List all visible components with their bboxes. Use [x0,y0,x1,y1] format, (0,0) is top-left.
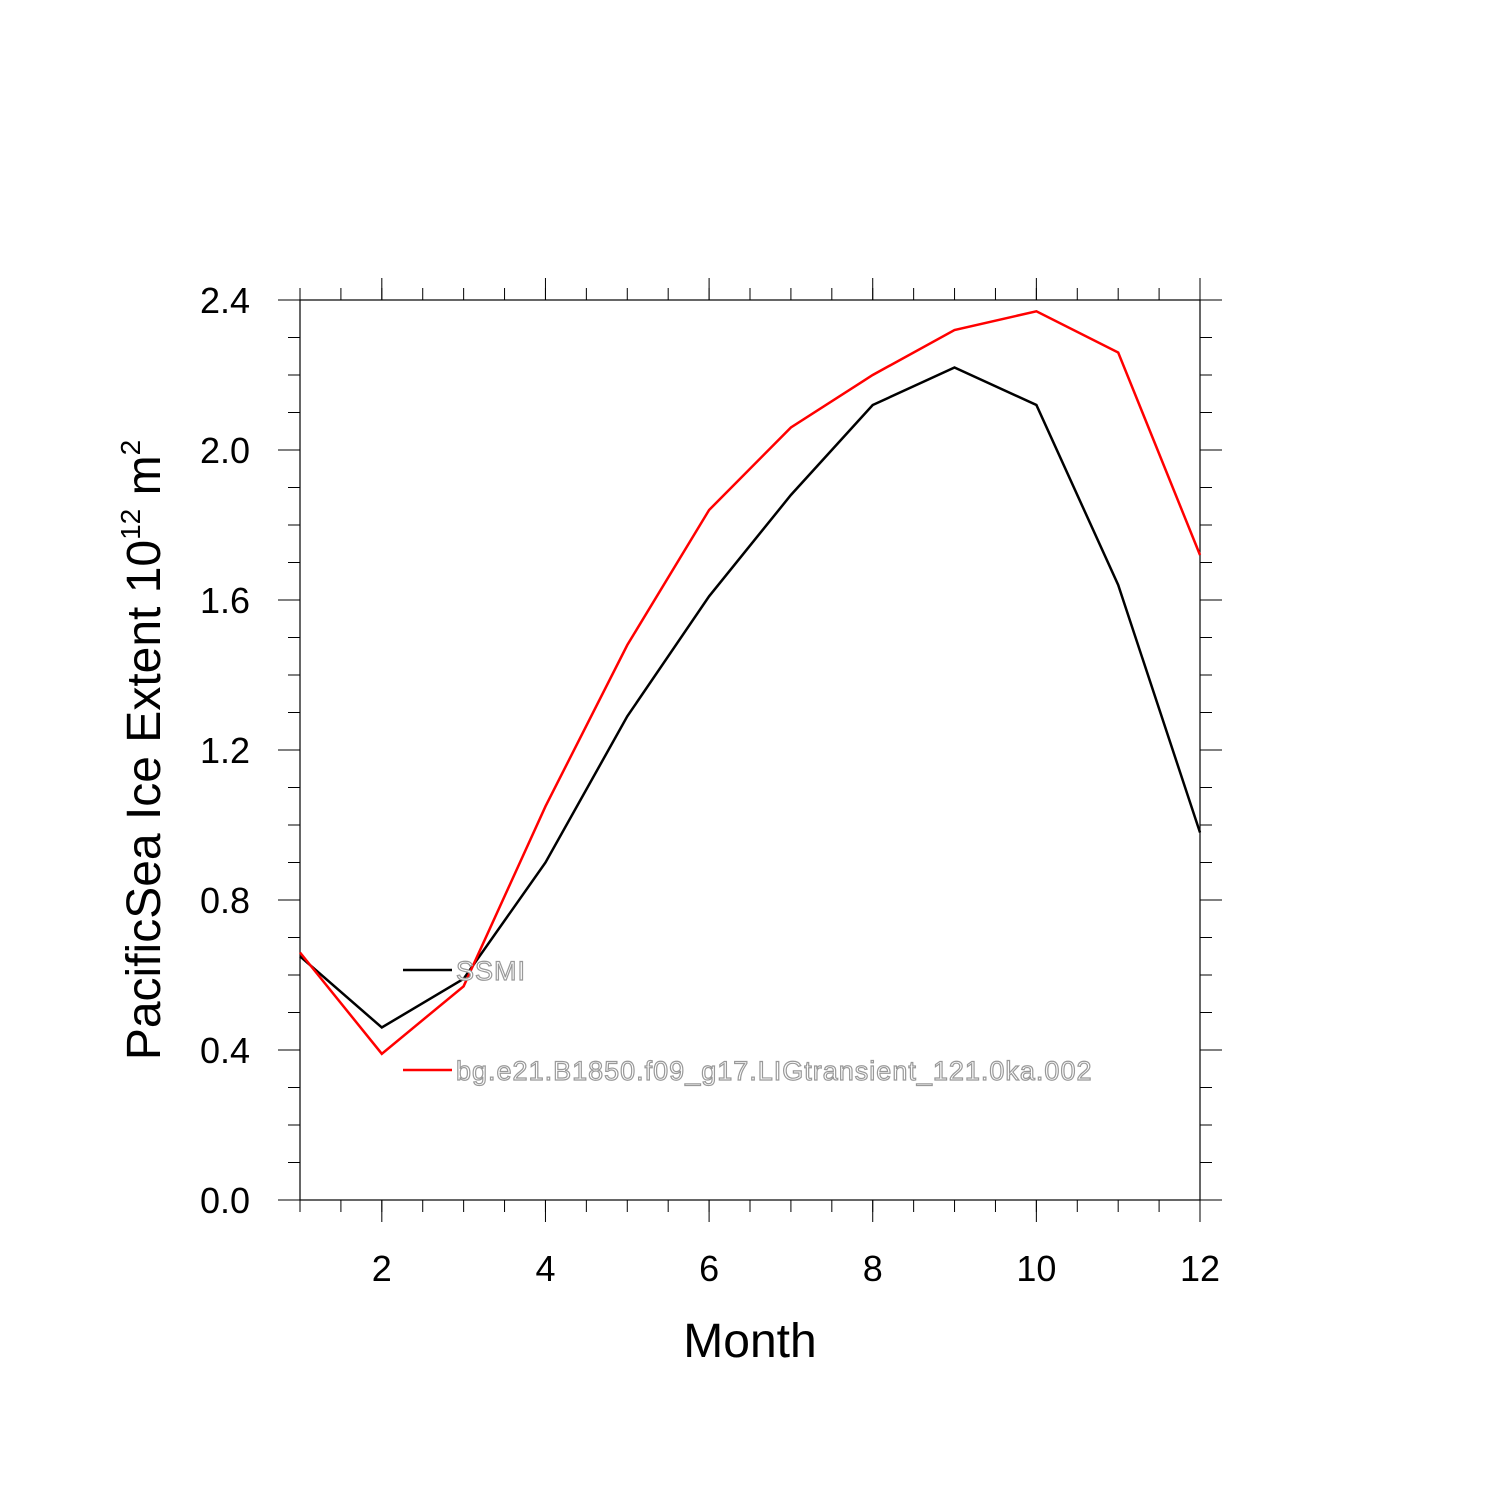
y-axis-title-main: PacificSea Ice Extent 10 [118,540,171,1060]
y-tick-label: 1.6 [200,580,250,621]
y-axis-title-exponent: 12 [115,509,146,540]
x-tick-label: 2 [372,1248,392,1289]
legend: SSMI bg.e21.B1850.f09_g17.LIGtransient_12… [403,955,1092,1087]
y-tick-label: 0.8 [200,880,250,921]
series-line-2 [299,309,1202,1056]
y-tick-label: 0.4 [200,1030,250,1071]
legend-label-2: bg.e21.B1850.f09_g17.LIGtransient_121.0k… [456,1056,1092,1086]
x-tick-label: 12 [1180,1248,1220,1289]
x-axis-title: Month [683,1315,816,1368]
y-tick-label: 2.0 [200,430,250,471]
x-tick-label: 8 [863,1248,883,1289]
series-lines [299,309,1202,1056]
y-tick-label: 1.2 [200,730,250,771]
y-tick-label: 0.0 [200,1180,250,1221]
x-tick-label: 4 [535,1248,555,1289]
y-axis-title-unit-exponent: 2 [115,440,146,456]
x-tick-label: 6 [699,1248,719,1289]
y-tick-labels: 0.0 0.4 0.8 1.2 1.6 2.0 2.4 [200,280,250,1221]
series-line-1 [299,366,1202,1030]
x-tick-labels: 2 4 6 8 10 12 [372,1248,1220,1289]
y-tick-label: 2.4 [200,280,250,321]
y-axis-title: PacificSea Ice Extent 1012 m2 [115,440,171,1060]
x-tick-label: 10 [1016,1248,1056,1289]
y-axis-title-unit: m [118,455,171,508]
legend-label-1: SSMI [456,956,526,986]
major-ticks [278,278,1222,1222]
